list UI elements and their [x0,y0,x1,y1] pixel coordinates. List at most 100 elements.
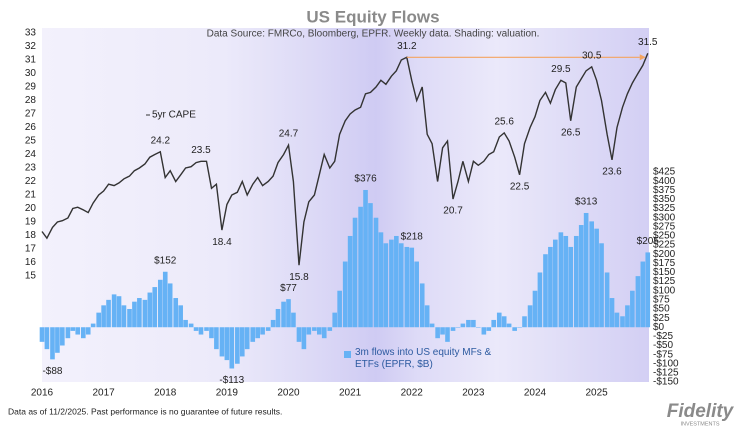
y2-tick-label: $175 [653,258,676,269]
flow-bar [620,316,625,328]
flow-bar [466,319,471,328]
annotation: 24.2 [151,135,171,146]
y-tick-label: 31 [25,55,37,66]
y2-tick-label: $325 [653,203,676,214]
flow-bar [239,327,245,357]
annotation: 23.5 [191,145,211,156]
annotation: -$113 [219,375,244,386]
cape-line [41,53,649,266]
annotation: $77 [280,283,297,294]
flow-bar [198,327,204,335]
flow-bar [363,189,368,328]
x-tick-label: 2023 [462,388,485,399]
flow-bar [583,212,589,328]
footnote: Data as of 11/2/2025. Past performance i… [8,406,282,416]
y2-tick-label: $200 [653,249,676,260]
flow-bar [404,246,410,328]
x-tick-label: 2017 [92,388,115,399]
y-tick-label: 19 [25,217,37,228]
flow-bar [90,323,96,328]
chart-title: US Equity Flows [306,7,439,26]
flow-bar [419,283,425,328]
flow-bar [352,217,358,328]
annotation: 30.5 [582,50,602,61]
flow-bar [543,254,548,328]
subtitle: Data Source: FMRCo, Bloomberg, EPFR. Wee… [207,29,540,40]
flow-bar [640,261,646,328]
flow-bar [306,327,312,335]
flow-bar [50,327,55,360]
flow-bar [424,305,430,328]
flow-bar [475,327,481,328]
valuation-shading [42,28,649,382]
y2-tick-label: -$50 [653,340,673,351]
flow-bar [501,316,507,328]
flow-bar [548,246,553,328]
y-tick-label: 33 [25,28,37,39]
y2-tick-label: $125 [653,276,676,287]
brand: Fidelity [667,401,735,422]
flow-bar [111,294,117,328]
y2-tick-label: $25 [653,313,670,324]
flow-bar [188,323,194,328]
flow-bar [291,312,296,328]
annotation: $376 [354,174,377,185]
annotation: 31.2 [397,41,417,52]
flow-bar [332,312,338,328]
flow-bar [455,327,461,328]
flow-bar [537,272,543,328]
y2-tick-label: $150 [653,267,676,278]
flow-bar [137,298,142,328]
y2-tick-label: $275 [653,221,676,232]
x-tick-label: 2019 [216,388,239,399]
y-tick-label: 27 [25,109,37,120]
x-tick-label: 2021 [339,388,362,399]
flow-bar [327,327,333,331]
flow-bar [85,327,91,335]
flow-bar [435,327,440,339]
flow-bar [573,235,579,328]
annotation: $218 [401,231,424,242]
flow-bar [158,279,163,328]
y-tick-label: 30 [25,68,37,79]
flow-bar [121,305,127,328]
flow-bar [183,319,188,328]
flow-bar [142,299,148,328]
y2-tick-label: $75 [653,295,670,306]
flow-bar [219,327,225,357]
annotation: 26.5 [561,127,581,138]
flow-bar [522,316,527,328]
y-tick-label: 21 [25,190,37,201]
flow-bar [368,203,373,328]
flow-bar [604,272,610,328]
flow-bar [162,271,168,328]
flow-bar [260,327,265,335]
y2-tick-label: -$125 [653,368,679,379]
flow-bar [491,319,497,328]
x-tick-label: 2025 [585,388,608,399]
flow-bar [65,327,71,339]
annotation: 15.8 [289,272,309,283]
y-tick-label: 28 [25,95,37,106]
y2-tick-label: -$75 [653,349,673,360]
flow-bar [558,232,564,328]
annotation: 29.5 [551,64,571,75]
flow-bar [60,327,65,346]
flow-bar [450,327,456,331]
flow-bar [167,283,173,328]
y-tick-label: 16 [25,257,37,268]
y2-tick-label: -$100 [653,358,679,369]
flow-bar [342,261,348,328]
flow-bar [614,312,620,328]
bar-legend-key [344,351,351,358]
x-tick-label: 2022 [401,388,424,399]
y-tick-label: 18 [25,230,37,241]
y2-tick-label: $250 [653,231,676,242]
flow-bar [337,290,342,328]
arrow-head [639,54,646,61]
annotation: 23.6 [602,167,622,178]
flow-bar [440,327,445,335]
annotation: 31.5 [638,37,658,48]
flow-bar [481,327,487,335]
